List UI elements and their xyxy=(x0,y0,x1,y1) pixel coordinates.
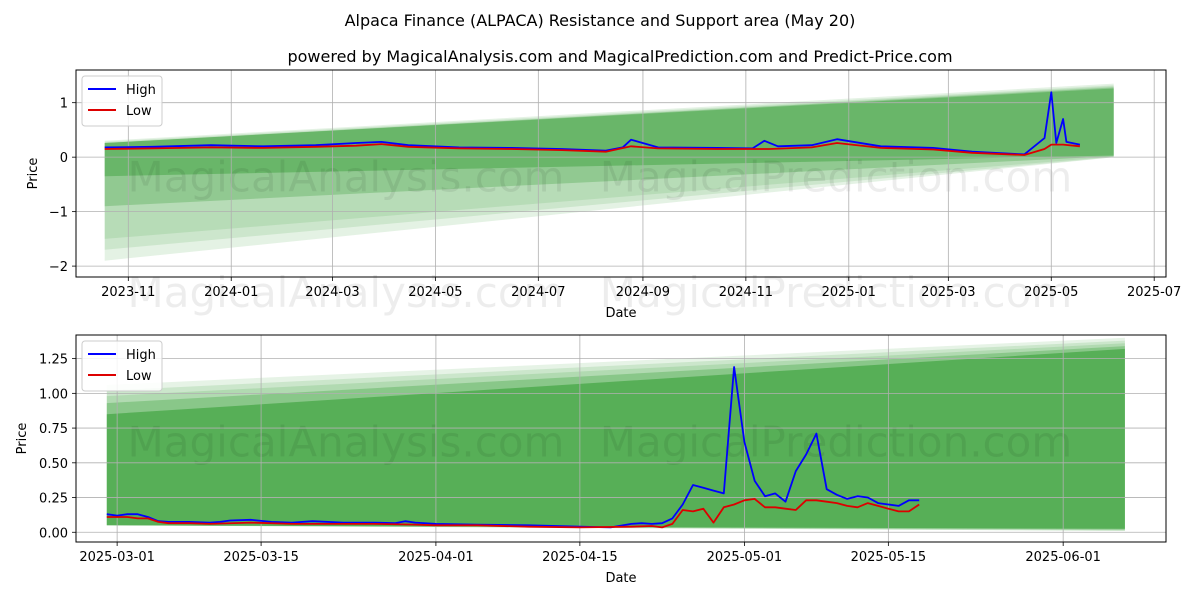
watermark-right: MagicalPrediction.com xyxy=(600,418,1073,467)
y-tick-label: 0.75 xyxy=(39,422,68,437)
support-band-3 xyxy=(104,86,1114,239)
x-axis-label: Date xyxy=(605,571,636,586)
support-resistance-bands xyxy=(104,83,1114,261)
x-tick-label: 2025-05 xyxy=(1024,285,1078,300)
y-tick-label: 0 xyxy=(60,151,68,166)
x-axis-label: Date xyxy=(605,306,636,321)
support-band-1 xyxy=(104,83,1114,261)
series-line-high xyxy=(106,366,920,529)
watermark-left: MagicalAnalysis.com xyxy=(128,153,565,202)
x-tick-label: 2025-03-15 xyxy=(223,550,299,565)
x-tick-label: 2025-05-01 xyxy=(707,550,783,565)
x-tick-label: 2024-09 xyxy=(616,285,670,300)
x-tick-label: 2024-03 xyxy=(305,285,359,300)
x-tick-label: 2025-01 xyxy=(822,285,876,300)
y-tick-label: 0.25 xyxy=(39,492,68,507)
x-tick-label: 2025-04-01 xyxy=(398,550,474,565)
plot-frame xyxy=(75,334,1167,543)
series-lines xyxy=(106,366,920,529)
x-tick-label: 2025-07 xyxy=(1127,285,1181,300)
watermark-right: MagicalPrediction.com xyxy=(600,153,1073,202)
support-resistance-bands xyxy=(106,337,1125,531)
chart-title: Alpaca Finance (ALPACA) Resistance and S… xyxy=(345,11,856,30)
x-tick-label: 2023-11 xyxy=(101,285,155,300)
support-band-5 xyxy=(104,88,1114,177)
y-tick-label: 0.50 xyxy=(39,457,68,472)
watermark-right-lower: MagicalPrediction.com xyxy=(600,268,1073,317)
x-tick-label: 2024-05 xyxy=(408,285,462,300)
y-tick-label: 1.25 xyxy=(39,353,68,368)
legend: High Low xyxy=(81,340,163,392)
legend-label-high: High xyxy=(126,348,156,363)
legend-label-low: Low xyxy=(126,369,152,384)
legend: High Low xyxy=(81,75,163,127)
support-band-2 xyxy=(104,85,1114,250)
support-band-5 xyxy=(106,348,1125,529)
y-tick-label: 1 xyxy=(60,97,68,112)
series-lines xyxy=(104,91,1081,156)
legend-label-low: Low xyxy=(126,104,152,119)
x-tick-label: 2025-06-01 xyxy=(1025,550,1101,565)
chart-panel-2: MagicalAnalysis.com MagicalPrediction.com… xyxy=(15,334,1167,586)
x-tick-label: 2025-03-01 xyxy=(79,550,155,565)
chart-panel-1: MagicalAnalysis.com MagicalPrediction.com… xyxy=(26,69,1181,321)
x-tick-label: 2025-05-15 xyxy=(851,550,927,565)
watermark-left: MagicalAnalysis.com xyxy=(128,418,565,467)
series-line-high xyxy=(104,91,1081,156)
y-tick-label: 1.00 xyxy=(39,387,68,402)
x-tick-label: 2024-07 xyxy=(511,285,565,300)
plot-frame xyxy=(75,69,1167,278)
y-tick-label: −1 xyxy=(49,206,68,221)
x-tick-label: 2025-04-15 xyxy=(542,550,618,565)
watermark-left-lower: MagicalAnalysis.com xyxy=(128,268,565,317)
series-line-low xyxy=(104,142,1080,156)
legend-label-high: High xyxy=(126,83,156,98)
x-tick-label: 2024-11 xyxy=(719,285,773,300)
support-band-4 xyxy=(104,87,1114,207)
y-axis-label: Price xyxy=(15,423,30,455)
x-tick-label: 2025-03 xyxy=(921,285,975,300)
y-tick-label: −2 xyxy=(49,260,68,275)
x-tick-label: 2024-01 xyxy=(204,285,258,300)
y-axis-label: Price xyxy=(26,158,41,190)
y-tick-label: 0.00 xyxy=(39,526,68,541)
series-line-low xyxy=(106,497,920,529)
chart-subtitle: powered by MagicalAnalysis.com and Magic… xyxy=(287,47,952,66)
